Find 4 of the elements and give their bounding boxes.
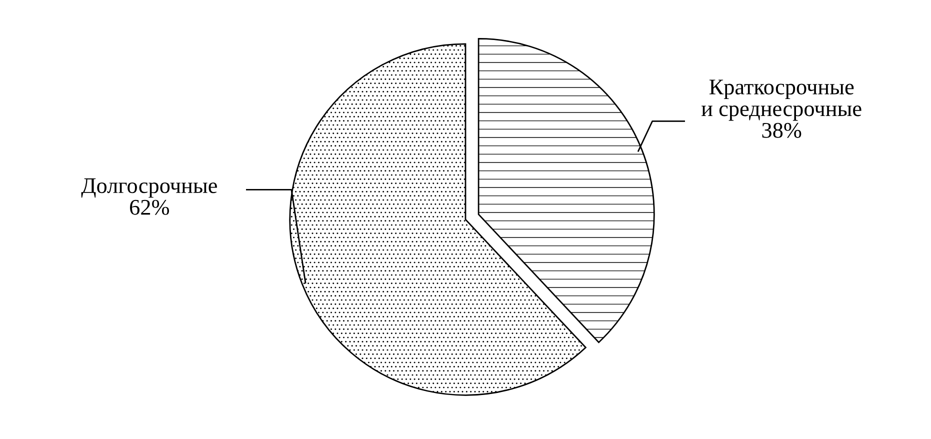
slice-label: Долгосрочные [81,178,217,198]
data-label: 62% [130,200,170,215]
slice-label: Краткосрочные и среднесрочные [702,80,862,121]
data-label: 38% [762,122,802,138]
